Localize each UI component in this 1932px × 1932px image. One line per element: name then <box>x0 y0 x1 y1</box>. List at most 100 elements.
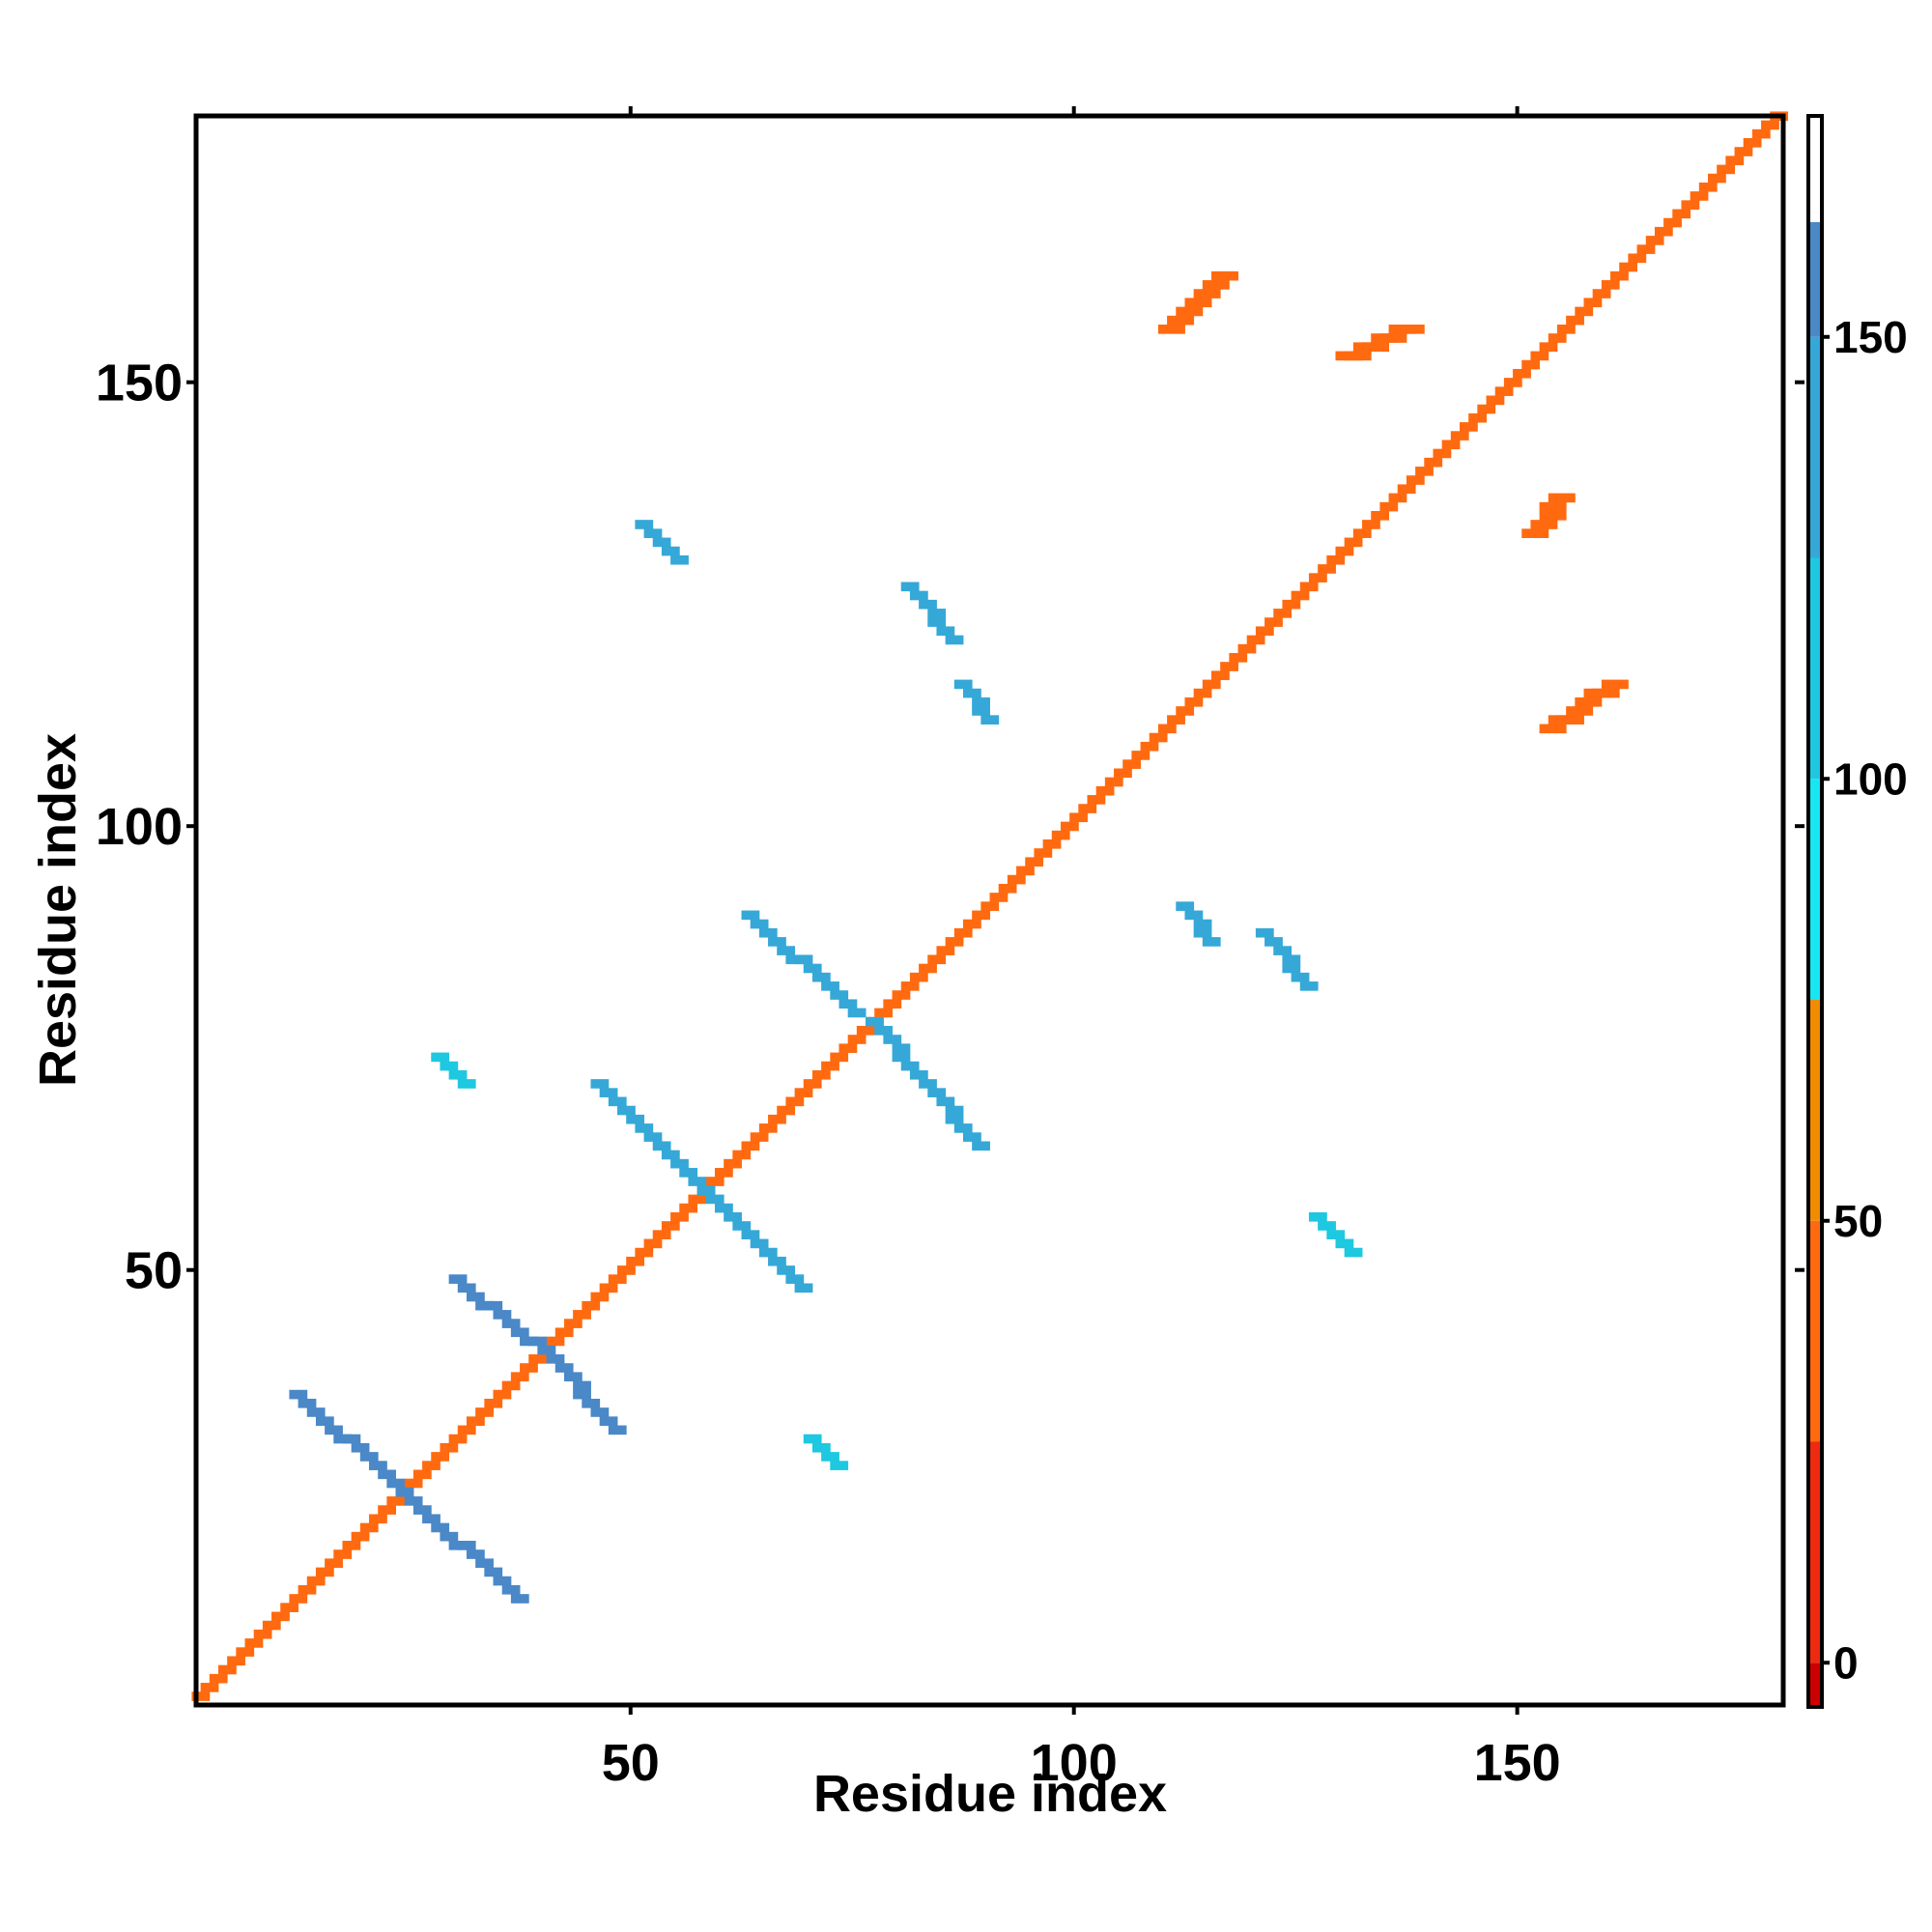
heatmap-cell <box>1494 395 1505 406</box>
heatmap-cell <box>1220 280 1230 290</box>
heatmap-cell <box>750 1230 760 1240</box>
heatmap-cell <box>1344 1247 1354 1258</box>
heatmap-cell <box>1149 732 1159 743</box>
heatmap-cell <box>811 1434 822 1444</box>
heatmap-cell <box>803 1434 813 1444</box>
heatmap-cell <box>422 1461 432 1470</box>
heatmap-cell <box>705 1177 716 1186</box>
heatmap-cell <box>359 1522 370 1533</box>
heatmap-cell <box>1167 724 1177 734</box>
heatmap-cell <box>741 1150 752 1160</box>
heatmap-cell <box>953 927 964 938</box>
heatmap-cell <box>306 1584 317 1595</box>
heatmap-cell <box>298 1584 308 1595</box>
heatmap-cell <box>493 1398 503 1408</box>
heatmap-cell <box>794 1283 805 1293</box>
heatmap-cell <box>777 946 786 955</box>
heatmap-cell <box>1628 262 1638 272</box>
heatmap-cell <box>315 1576 326 1586</box>
heatmap-cell <box>1220 662 1230 671</box>
heatmap-cell <box>1725 164 1735 175</box>
heatmap-cell <box>838 990 849 1000</box>
heatmap-cell <box>945 946 955 955</box>
heatmap-cell <box>1460 422 1469 432</box>
heatmap-cell <box>909 1069 920 1080</box>
heatmap-cell <box>936 1096 947 1107</box>
heatmap-cell <box>1539 351 1549 361</box>
heatmap-cell <box>679 554 689 565</box>
heatmap-cell <box>953 635 964 645</box>
x-tick-label: 100 <box>1031 1734 1118 1792</box>
heatmap-cell <box>927 1079 937 1089</box>
heatmap-cell <box>1672 209 1682 219</box>
heatmap-cell <box>1592 298 1603 308</box>
heatmap-cell <box>768 1123 778 1133</box>
heatmap-cell <box>1318 1221 1327 1231</box>
heatmap-cell <box>670 1221 680 1231</box>
heatmap-cell <box>1690 191 1700 201</box>
heatmap-cell <box>1441 440 1452 450</box>
heatmap-cell <box>306 1407 317 1417</box>
heatmap-cell <box>280 1603 290 1612</box>
heatmap-cell <box>892 1052 902 1063</box>
heatmap-cell <box>315 1416 326 1426</box>
x-tick-label: 50 <box>602 1734 660 1792</box>
heatmap-cell <box>378 1505 387 1515</box>
heatmap-cell <box>546 1336 556 1347</box>
heatmap-cell <box>1397 333 1407 343</box>
heatmap-cell <box>953 1105 964 1116</box>
heatmap-cell <box>900 981 911 991</box>
heatmap-cell <box>750 1132 760 1142</box>
heatmap-cell <box>980 1141 990 1151</box>
heatmap-cell <box>1157 324 1168 334</box>
heatmap-cell <box>1406 324 1416 334</box>
heatmap-cell <box>1601 280 1611 290</box>
heatmap-cell <box>554 1354 565 1364</box>
heatmap-cell <box>244 1647 255 1657</box>
heatmap-cell <box>1060 821 1070 832</box>
heatmap-cell <box>1566 715 1576 724</box>
heatmap-cell <box>1548 520 1558 529</box>
heatmap-cell <box>1450 440 1461 450</box>
heatmap-cell <box>785 1265 796 1275</box>
heatmap-cell <box>466 1425 476 1435</box>
heatmap-cell <box>1237 643 1248 654</box>
heatmap-cell <box>289 1603 299 1612</box>
heatmap-cell <box>466 1416 476 1426</box>
heatmap-cell <box>582 1389 591 1400</box>
heatmap-cell <box>386 1505 396 1515</box>
heatmap-cell <box>404 1487 414 1497</box>
heatmap-cell <box>688 1177 698 1186</box>
heatmap-cell <box>741 910 752 921</box>
heatmap-cell <box>635 1247 645 1258</box>
colorbar-frame <box>1806 114 1824 1709</box>
contact-segment <box>696 1185 813 1293</box>
heatmap-cell <box>714 1168 724 1178</box>
heatmap-cell <box>1184 298 1195 308</box>
heatmap-cell <box>652 1132 663 1142</box>
heatmap-cell <box>493 1300 503 1311</box>
heatmap-cell <box>457 1283 468 1293</box>
x-axis-title: Residue index <box>813 1765 1167 1823</box>
heatmap-cell <box>811 1079 822 1089</box>
heatmap-cell <box>1388 501 1399 512</box>
heatmap-cell <box>856 1025 867 1036</box>
heatmap-cell <box>1530 528 1541 538</box>
heatmap-cell <box>599 1088 610 1097</box>
colorbar-band <box>1808 1662 1822 1707</box>
heatmap-cell <box>688 1168 698 1178</box>
heatmap-cell <box>652 1141 663 1151</box>
heatmap-cell <box>1690 200 1700 210</box>
heatmap-cell <box>1167 324 1177 334</box>
colorbar-band <box>1808 779 1822 1000</box>
heatmap-cell <box>1494 386 1505 396</box>
heatmap-cell <box>1176 901 1185 911</box>
heatmap-cell <box>953 1123 964 1133</box>
contact-segment <box>289 1389 406 1489</box>
heatmap-cell <box>253 1629 264 1639</box>
heatmap-cell <box>679 1203 689 1213</box>
heatmap-cell <box>1636 244 1647 254</box>
heatmap-cell <box>1362 342 1372 353</box>
heatmap-cell <box>732 1221 742 1231</box>
heatmap-cell <box>1016 874 1026 885</box>
